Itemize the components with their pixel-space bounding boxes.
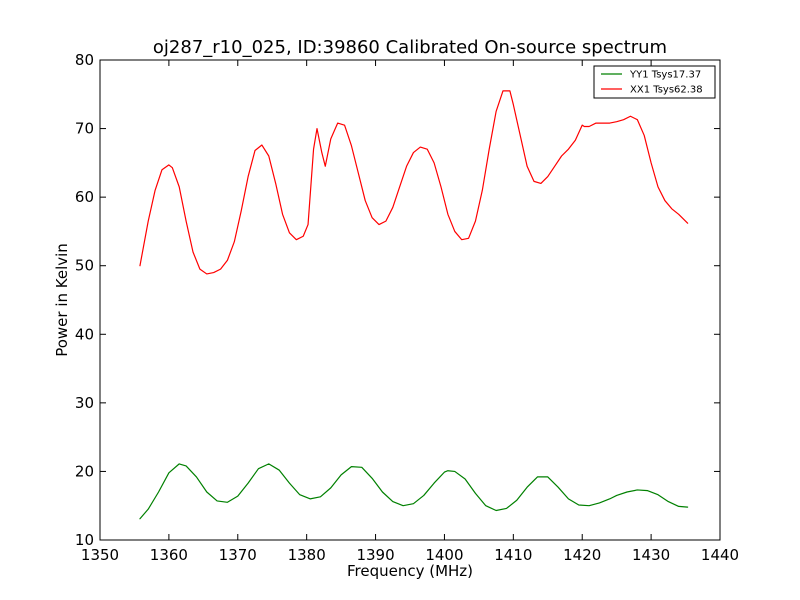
y-tick-label: 70 <box>75 120 94 138</box>
legend: YY1 Tsys17.37 XX1 Tsys62.38 <box>593 65 716 99</box>
legend-box <box>593 65 716 99</box>
x-tick-label: 1430 <box>632 546 670 564</box>
y-axis-ticks: 10 20 30 40 50 60 70 80 <box>75 51 720 549</box>
plot-frame <box>99 59 721 541</box>
x-tick-label: 1350 <box>81 546 119 564</box>
y-tick-label: 10 <box>75 531 94 549</box>
x-tick-label: 1370 <box>219 546 257 564</box>
x-tick-label: 1380 <box>288 546 326 564</box>
chart-title: oj287_r10_025, ID:39860 Calibrated On-so… <box>153 37 667 58</box>
legend-label-xx1: XX1 Tsys62.38 <box>630 85 703 96</box>
x-axis-ticks: 1350 1360 1370 1380 1390 1400 1410 1420 1430 1440 <box>81 60 739 564</box>
series-line-yy1 <box>139 463 689 520</box>
x-tick-label: 1440 <box>701 546 739 564</box>
x-tick-label: 1390 <box>356 546 394 564</box>
x-axis-label: Frequency (MHz) <box>347 562 473 580</box>
y-tick-label: 20 <box>75 462 94 480</box>
y-tick-label: 30 <box>75 394 94 412</box>
x-tick-label: 1360 <box>150 546 188 564</box>
y-tick-label: 40 <box>75 325 94 343</box>
y-axis-label: Power in Kelvin <box>53 243 71 357</box>
legend-label-yy1: YY1 Tsys17.37 <box>629 70 701 81</box>
series-lines <box>139 90 689 520</box>
x-tick-label: 1410 <box>494 546 532 564</box>
y-tick-label: 60 <box>75 188 94 206</box>
series-line-xx1 <box>139 90 689 275</box>
y-tick-label: 80 <box>75 51 94 69</box>
y-tick-label: 50 <box>75 257 94 275</box>
plot-area: 1350 1360 1370 1380 1390 1400 1410 1420 1430 1440… <box>75 51 739 564</box>
x-tick-label: 1420 <box>563 546 601 564</box>
x-tick-label: 1400 <box>425 546 463 564</box>
